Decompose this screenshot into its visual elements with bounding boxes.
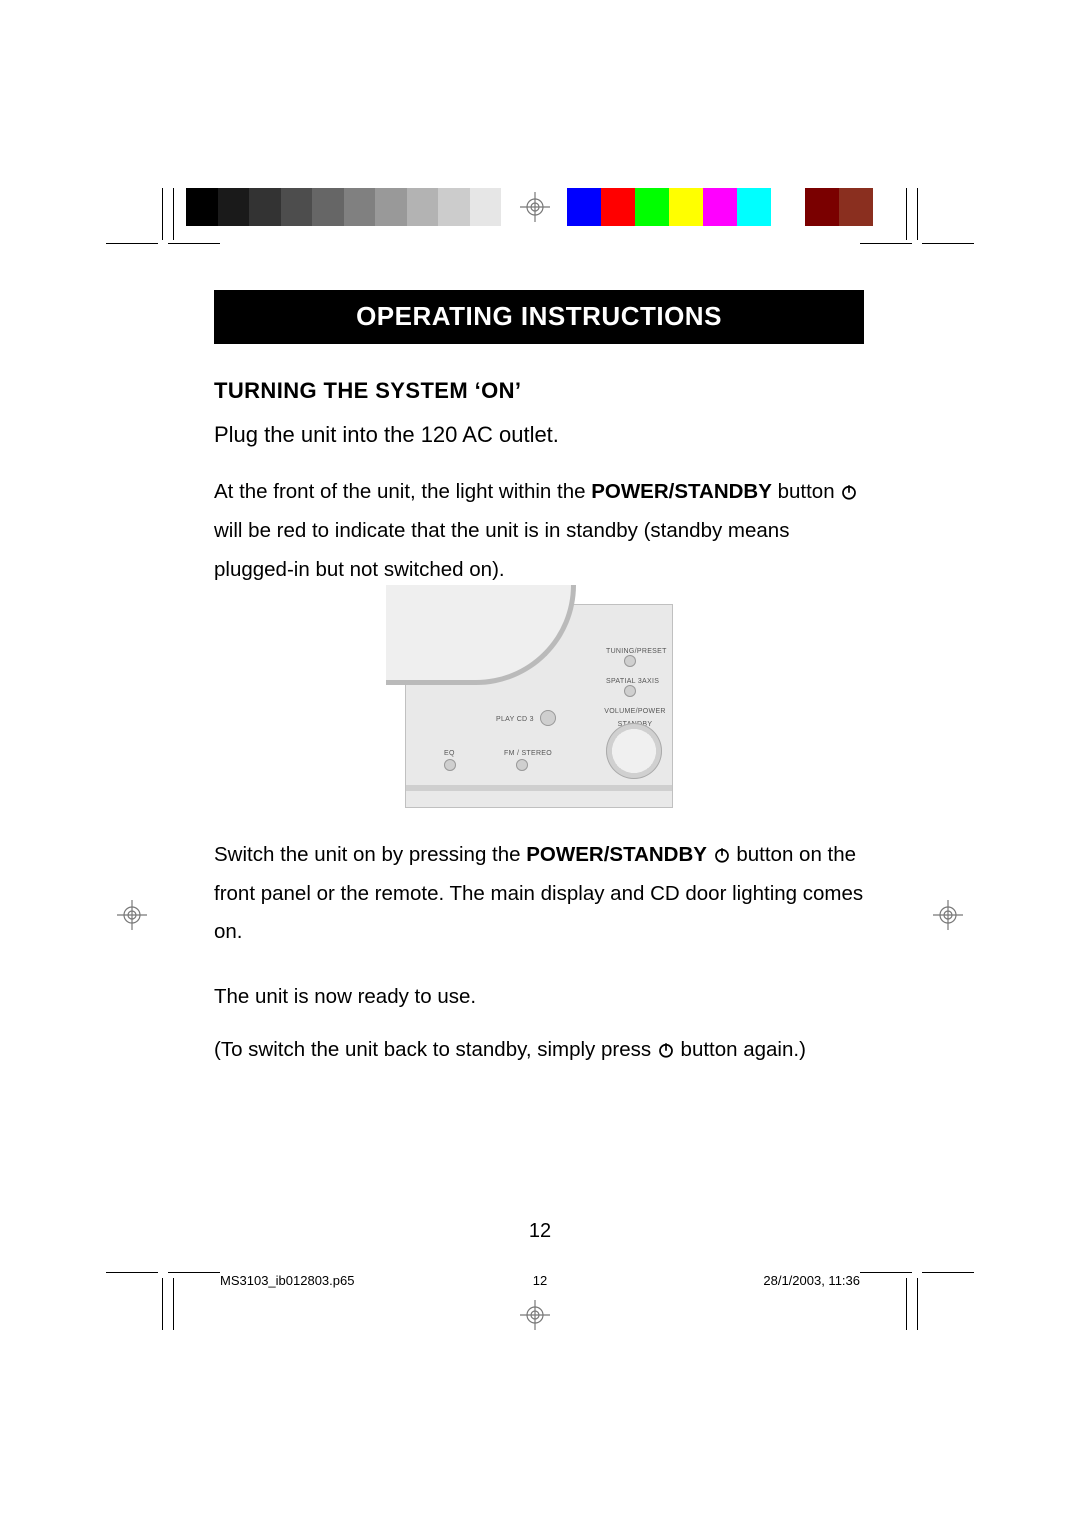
- registration-mark-icon: [520, 192, 550, 222]
- cd-tray: [386, 585, 576, 685]
- power-icon: [840, 476, 858, 494]
- color-calibration-bar: [567, 188, 873, 226]
- crop-mark: [922, 243, 974, 244]
- crop-mark: [106, 243, 158, 244]
- crop-mark: [860, 1272, 912, 1273]
- paragraph: The unit is now ready to use.: [214, 978, 864, 1017]
- crop-mark: [860, 243, 912, 244]
- crop-mark: [173, 1278, 174, 1330]
- button: [624, 685, 636, 697]
- grayscale-calibration-bar: [186, 188, 533, 226]
- registration-mark-icon: [933, 900, 963, 930]
- print-footer: MS3103_ib012803.p65 12 28/1/2003, 11:36: [220, 1273, 860, 1288]
- label: EQ: [444, 747, 455, 760]
- page-number: 12: [0, 1220, 1080, 1243]
- footer-datetime: 28/1/2003, 11:36: [763, 1273, 860, 1288]
- label: FM / STEREO: [504, 747, 552, 760]
- power-standby-label: POWER/STANDBY: [526, 843, 707, 866]
- crop-mark: [922, 1272, 974, 1273]
- decorative-stripe: [406, 785, 672, 791]
- volume-dial: [606, 723, 662, 779]
- crop-mark: [168, 1272, 220, 1273]
- footer-filename: MS3103_ib012803.p65: [220, 1273, 354, 1288]
- label: TUNING/PRESET: [606, 645, 667, 658]
- paragraph: Switch the unit on by pressing the POWER…: [214, 836, 864, 953]
- crop-mark: [168, 243, 220, 244]
- subheading: TURNING THE SYSTEM ‘ON’: [214, 378, 864, 404]
- crop-mark: [917, 1278, 918, 1330]
- text: button: [772, 480, 840, 503]
- content-area: OPERATING INSTRUCTIONS TURNING THE SYSTE…: [214, 290, 864, 1084]
- button: [516, 759, 528, 771]
- registration-mark-icon: [117, 900, 147, 930]
- text: (To switch the unit back to standby, sim…: [214, 1038, 657, 1061]
- crop-mark: [917, 188, 918, 240]
- power-icon: [713, 839, 731, 857]
- button: [444, 759, 456, 771]
- text: Switch the unit on by pressing the: [214, 843, 526, 866]
- text: At the front of the unit, the light with…: [214, 480, 591, 503]
- crop-mark: [162, 1278, 163, 1330]
- paragraph: At the front of the unit, the light with…: [214, 473, 864, 590]
- crop-mark: [906, 1278, 907, 1330]
- play-button: [540, 710, 556, 726]
- body-text: Plug the unit into the 120 AC outlet. At…: [214, 420, 864, 1070]
- button: [624, 655, 636, 667]
- text: will be red to indicate that the unit is…: [214, 519, 789, 581]
- label: PLAY CD 3: [496, 713, 534, 726]
- crop-mark: [106, 1272, 158, 1273]
- registration-mark-icon: [520, 1300, 550, 1330]
- crop-mark: [173, 188, 174, 240]
- power-icon: [657, 1034, 675, 1052]
- power-standby-label: POWER/STANDBY: [591, 480, 772, 503]
- page: OPERATING INSTRUCTIONS TURNING THE SYSTE…: [0, 0, 1080, 1528]
- section-title: OPERATING INSTRUCTIONS: [214, 290, 864, 344]
- crop-mark: [162, 188, 163, 240]
- paragraph: (To switch the unit back to standby, sim…: [214, 1031, 864, 1070]
- product-illustration: PLAY CD 3 TUNING/PRESET SPATIAL 3AXIS VO…: [405, 604, 673, 808]
- crop-mark: [906, 188, 907, 240]
- lede-paragraph: Plug the unit into the 120 AC outlet.: [214, 420, 864, 451]
- text: button again.): [675, 1038, 806, 1061]
- footer-page: 12: [533, 1273, 547, 1288]
